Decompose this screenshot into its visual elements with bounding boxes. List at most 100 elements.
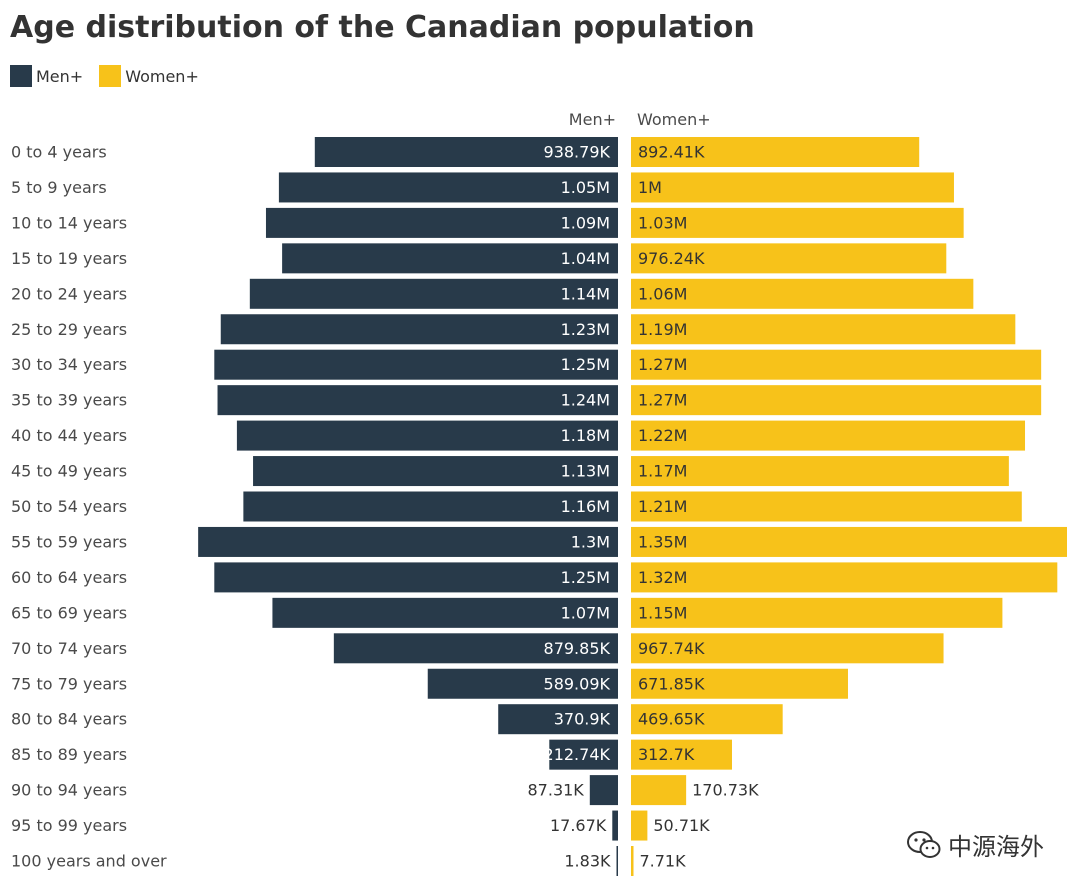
data-label-men: 1.09M [561, 213, 610, 232]
legend: Men+ Women+ [10, 65, 215, 87]
category-label: 100 years and over [11, 852, 167, 871]
column-header-women: Women+ [637, 110, 711, 129]
data-label-men: 1.05M [561, 178, 610, 197]
bar-men[interactable] [220, 314, 618, 345]
data-label-women: 1.15M [638, 603, 687, 622]
category-label: 80 to 84 years [11, 710, 127, 729]
legend-item-men[interactable]: Men+ [10, 65, 83, 87]
category-label: 0 to 4 years [11, 143, 107, 162]
data-label-men: 1.24M [561, 391, 610, 410]
bar-men[interactable] [236, 420, 619, 451]
category-label: 50 to 54 years [11, 497, 127, 516]
bar-men[interactable] [253, 456, 618, 487]
bar-men[interactable] [589, 775, 618, 806]
bar-women[interactable] [631, 456, 1009, 487]
bar-men[interactable] [282, 243, 618, 274]
data-label-women: 170.73K [692, 781, 759, 800]
bar-men[interactable] [549, 739, 618, 770]
bar-men[interactable] [214, 349, 618, 380]
bar-men[interactable] [333, 633, 618, 664]
data-label-men: 212.74K [544, 745, 611, 764]
bar-women[interactable] [631, 385, 1042, 416]
bar-men[interactable] [612, 810, 618, 841]
bar-women[interactable] [631, 704, 783, 735]
bar-men[interactable] [214, 562, 618, 593]
category-label: 30 to 34 years [11, 355, 127, 374]
bar-women[interactable] [631, 314, 1016, 345]
bar-men[interactable] [217, 385, 618, 416]
bar-women[interactable] [631, 420, 1026, 451]
data-label-men: 1.14M [561, 284, 610, 303]
bar-women[interactable] [631, 349, 1042, 380]
watermark-text: 中源海外 [948, 833, 1044, 861]
bar-women[interactable] [631, 775, 687, 806]
data-label-women: 976.24K [638, 249, 705, 268]
data-label-men: 1.83K [564, 852, 611, 871]
data-label-women: 1.27M [638, 355, 687, 374]
data-label-women: 50.71K [653, 816, 710, 835]
category-label: 10 to 14 years [11, 213, 127, 232]
bar-women[interactable] [631, 810, 648, 841]
bar-men[interactable] [427, 668, 618, 699]
data-label-women: 7.71K [639, 852, 686, 871]
data-label-women: 671.85K [638, 674, 705, 693]
data-label-men: 938.79K [544, 143, 611, 162]
category-label: 75 to 79 years [11, 674, 127, 693]
bar-men[interactable] [278, 172, 618, 203]
category-label: 60 to 64 years [11, 568, 127, 587]
category-label: 35 to 39 years [11, 391, 127, 410]
data-label-men: 879.85K [544, 639, 611, 658]
bar-women[interactable] [631, 846, 634, 876]
data-label-men: 1.18M [561, 426, 610, 445]
category-label: 65 to 69 years [11, 603, 127, 622]
data-label-men: 1.23M [561, 320, 610, 339]
data-label-women: 1.32M [638, 568, 687, 587]
bar-men[interactable] [616, 846, 619, 876]
bar-women[interactable] [631, 739, 732, 770]
data-label-women: 1.22M [638, 426, 687, 445]
bar-women[interactable] [631, 278, 974, 309]
column-headers: Men+ Women+ [569, 110, 711, 129]
bar-women[interactable] [631, 491, 1022, 522]
bar-men[interactable] [314, 137, 618, 167]
data-label-men: 17.67K [550, 816, 607, 835]
category-label: 40 to 44 years [11, 426, 127, 445]
data-label-women: 967.74K [638, 639, 705, 658]
category-label: 15 to 19 years [11, 249, 127, 268]
data-label-men: 1.07M [561, 603, 610, 622]
data-label-men: 1.13M [561, 462, 610, 481]
bar-men[interactable] [249, 278, 619, 309]
data-label-women: 1.21M [638, 497, 687, 516]
bar-women[interactable] [631, 668, 848, 699]
bar-women[interactable] [631, 562, 1058, 593]
legend-label-women: Women+ [125, 66, 199, 86]
category-label: 55 to 59 years [11, 532, 127, 551]
bar-men[interactable] [243, 491, 618, 522]
legend-item-women[interactable]: Women+ [99, 65, 199, 87]
data-label-women: 1.35M [638, 532, 687, 551]
watermark: 中源海外 [906, 827, 1044, 862]
bar-women[interactable] [631, 633, 944, 664]
data-label-men: 1.25M [561, 568, 610, 587]
bar-women[interactable] [631, 597, 1003, 628]
bar-men[interactable] [498, 704, 618, 735]
bar-men[interactable] [272, 597, 618, 628]
data-label-men: 1.16M [561, 497, 610, 516]
data-label-women: 469.65K [638, 710, 705, 729]
bar-men[interactable] [265, 207, 618, 238]
data-label-men: 1.04M [561, 249, 610, 268]
data-label-women: 892.41K [638, 143, 705, 162]
legend-swatch-men [10, 65, 32, 87]
data-label-women: 1M [638, 178, 662, 197]
bar-women[interactable] [631, 207, 964, 238]
bar-women[interactable] [631, 526, 1067, 557]
bar-women[interactable] [631, 243, 947, 274]
bar-women[interactable] [631, 137, 920, 167]
legend-label-men: Men+ [36, 66, 84, 86]
data-label-women: 1.03M [638, 213, 687, 232]
data-label-men: 87.31K [528, 781, 585, 800]
bar-men[interactable] [198, 526, 619, 557]
bar-women[interactable] [631, 172, 954, 203]
